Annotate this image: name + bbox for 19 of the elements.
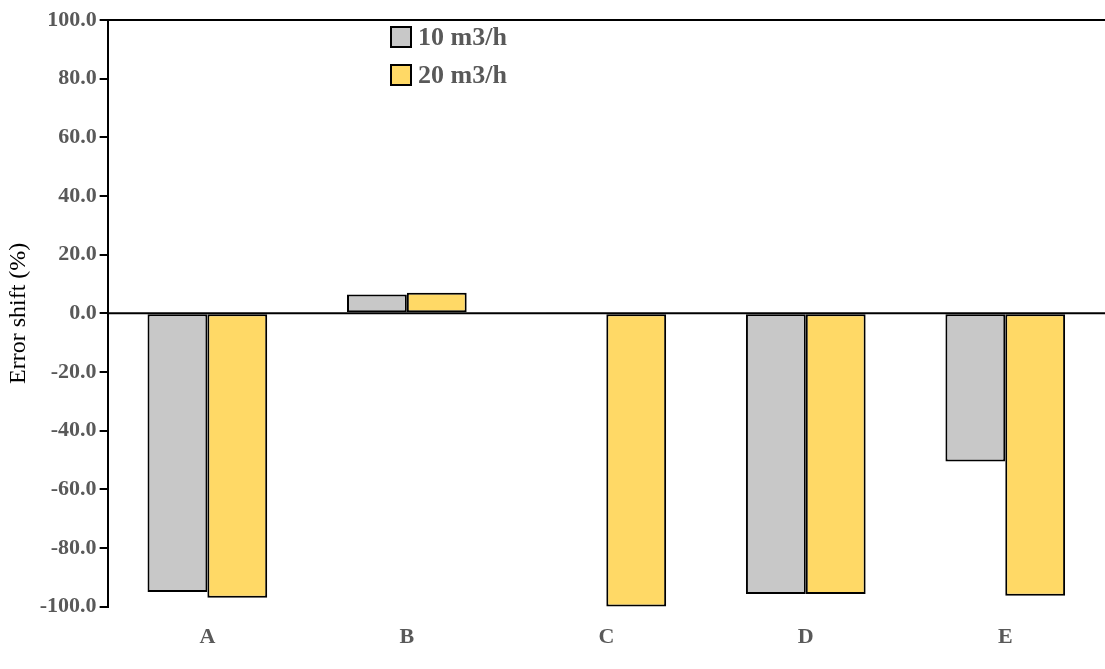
y-tick-label: 60.0 [58,123,97,149]
y-tick-label: -40.0 [50,416,97,442]
x-tick-label: E [997,623,1013,649]
x-tick-label: A [199,623,216,649]
x-tick-label: B [399,623,415,649]
x-tick-label: D [797,623,814,649]
y-tick-label: 100.0 [47,5,97,31]
y-tick-label: -100.0 [39,592,97,618]
y-tick-label: -20.0 [50,357,97,383]
legend-label: 20 m3/h [418,60,507,90]
y-tick-label: 0.0 [69,298,97,324]
y-axis-title: Error shift (%) [3,242,30,384]
legend-label: 10 m3/h [418,22,507,52]
x-tick-label: C [598,623,615,649]
y-tick-label: -80.0 [50,533,97,559]
y-tick-label: 20.0 [58,240,97,266]
y-tick-label: 80.0 [58,64,97,90]
y-tick-label: 40.0 [58,181,97,207]
y-tick-label: -60.0 [50,474,97,500]
